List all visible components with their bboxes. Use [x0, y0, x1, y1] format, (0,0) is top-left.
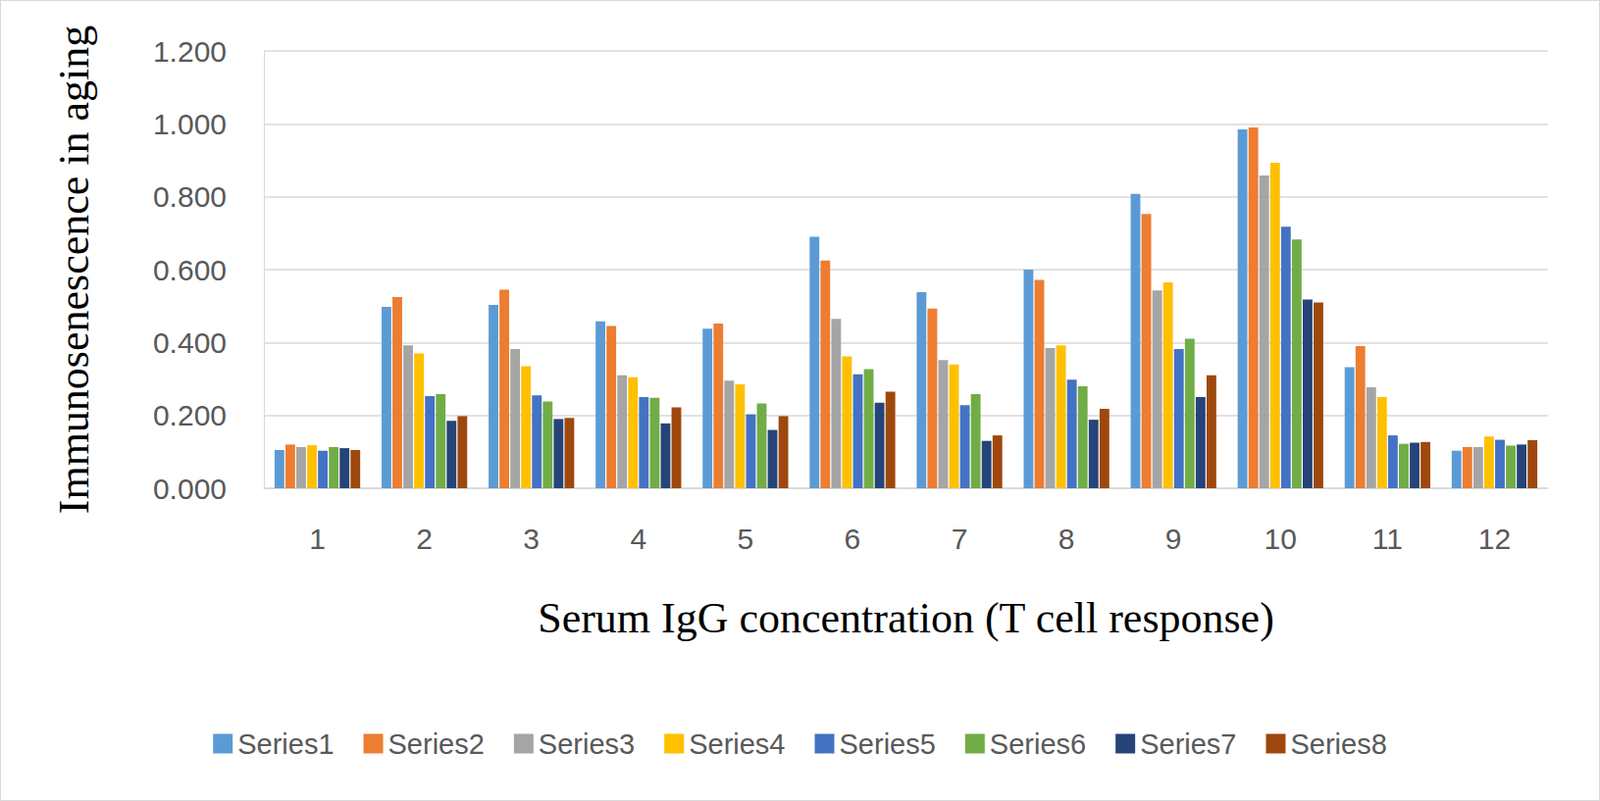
svg-text:Series5: Series5 [839, 728, 936, 761]
svg-text:0.200: 0.200 [153, 399, 227, 432]
svg-text:0.400: 0.400 [153, 326, 227, 360]
svg-text:11: 11 [1372, 522, 1403, 556]
svg-text:2: 2 [415, 522, 433, 556]
svg-text:6: 6 [844, 522, 862, 556]
svg-text:1.200: 1.200 [153, 35, 227, 68]
svg-text:1.000: 1.000 [153, 107, 227, 141]
svg-text:Series1: Series1 [237, 728, 334, 761]
svg-text:0.800: 0.800 [153, 180, 227, 213]
svg-text:Series2: Series2 [388, 728, 485, 761]
svg-text:12: 12 [1478, 522, 1511, 556]
svg-text:Immunosenescence in aging: Immunosenescence in aging [50, 25, 99, 516]
svg-text:8: 8 [1058, 522, 1076, 556]
svg-text:Series3: Series3 [538, 728, 635, 761]
svg-text:1: 1 [309, 522, 326, 556]
svg-text:4: 4 [629, 522, 647, 556]
svg-text:7: 7 [951, 522, 969, 556]
svg-text:0.600: 0.600 [153, 254, 227, 287]
svg-text:Serum IgG concentration (T cel: Serum IgG concentration (T cell response… [537, 594, 1275, 643]
svg-text:10: 10 [1264, 522, 1297, 556]
svg-text:5: 5 [737, 522, 755, 556]
svg-text:Series4: Series4 [688, 728, 785, 761]
svg-text:Series6: Series6 [989, 728, 1086, 761]
svg-text:Series8: Series8 [1290, 728, 1387, 761]
svg-text:Series7: Series7 [1139, 728, 1237, 761]
svg-text:3: 3 [522, 522, 540, 556]
svg-text:9: 9 [1165, 522, 1183, 556]
svg-text:0.000: 0.000 [153, 472, 227, 506]
